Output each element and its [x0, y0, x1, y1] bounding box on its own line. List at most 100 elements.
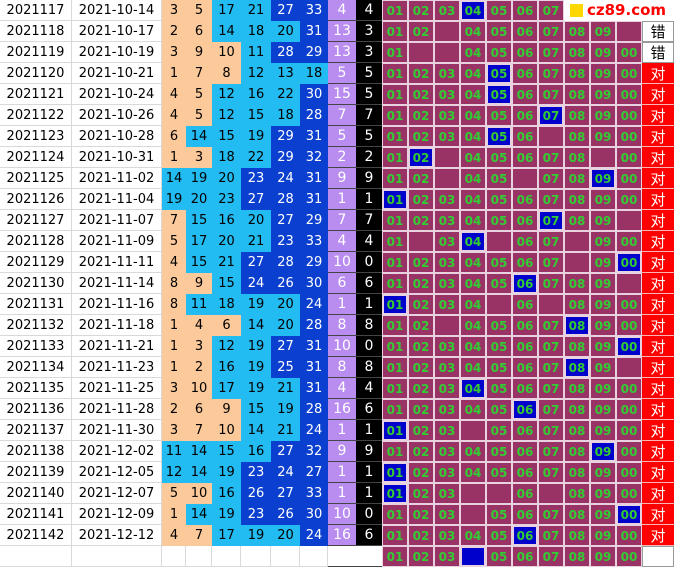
candidate-number-cell: 03	[434, 84, 460, 105]
draw-date-cell: 2021-12-09	[72, 504, 162, 525]
drawn-number-cell: 18	[271, 105, 300, 126]
issue-number-cell: 2021137	[0, 420, 72, 441]
candidate-number-cell	[434, 42, 460, 63]
sum-tail-cell: 1	[328, 294, 356, 315]
result-cell: 对	[642, 483, 674, 504]
candidate-number-cell: 09	[590, 231, 616, 252]
hit-number-cell: 02	[408, 147, 434, 168]
candidate-number-cell: 07	[538, 231, 564, 252]
draw-date-cell: 2021-11-25	[72, 378, 162, 399]
candidate-number-cell: 06	[512, 231, 538, 252]
result-cell: 对	[642, 273, 674, 294]
sum-tail-cell: 13	[328, 42, 356, 63]
candidate-number-cell: 00	[616, 105, 642, 126]
draw-date-cell: 2021-11-16	[72, 294, 162, 315]
candidate-number-cell	[486, 294, 512, 315]
hit-number-cell: 07	[538, 210, 564, 231]
drawn-number-cell	[212, 546, 241, 567]
candidate-number-cell: 03	[434, 378, 460, 399]
issue-number-cell: 2021123	[0, 126, 72, 147]
sum-tail-cell: 4	[328, 0, 356, 21]
drawn-number-cell: 12	[162, 462, 186, 483]
sum-tail-cell: 1	[328, 189, 356, 210]
tail-digit-cell	[356, 546, 382, 567]
table-row: 2021118 2021-10-17 2 6 14 18 20 31 13 3 01 02 04 05 06…	[0, 21, 674, 42]
tail-digit-cell: 1	[356, 462, 382, 483]
candidate-number-cell: 09	[590, 315, 616, 336]
candidate-number-cell: 02	[408, 378, 434, 399]
candidate-number-cell: 07	[538, 462, 564, 483]
issue-number-cell: 2021118	[0, 21, 72, 42]
candidate-number-cell: 00	[616, 294, 642, 315]
sum-tail-cell: 4	[328, 378, 356, 399]
drawn-number-cell: 3	[186, 336, 212, 357]
drawn-number-cell: 31	[300, 336, 328, 357]
sum-tail-cell: 10	[328, 504, 356, 525]
candidate-number-cell: 06	[512, 0, 538, 21]
candidate-number-cell: 08	[564, 546, 590, 567]
candidate-number-cell: 09	[590, 357, 616, 378]
candidate-number-cell	[486, 231, 512, 252]
candidate-number-cell: 00	[616, 525, 642, 546]
sum-tail-cell: 9	[328, 168, 356, 189]
candidate-number-cell: 05	[486, 0, 512, 21]
drawn-number-cell: 19	[241, 126, 271, 147]
drawn-number-cell: 27	[271, 0, 300, 21]
drawn-number-cell: 10	[186, 483, 212, 504]
tail-digit-cell: 4	[356, 231, 382, 252]
candidate-number-cell: 05	[486, 105, 512, 126]
tail-digit-cell: 0	[356, 336, 382, 357]
candidate-number-cell: 03	[434, 399, 460, 420]
table-row: 2021138 2021-12-02 11 14 15 16 27 32 9 9 01 02 03 04 0…	[0, 441, 674, 462]
table-row: 2021126 2021-11-04 19 20 23 27 28 31 1 1 01 02 03 04 0…	[0, 189, 674, 210]
drawn-number-cell: 19	[212, 504, 241, 525]
candidate-number-cell: 06	[512, 420, 538, 441]
candidate-number-cell: 08	[564, 189, 590, 210]
sum-tail-cell: 1	[328, 462, 356, 483]
candidate-number-cell: 04	[460, 210, 486, 231]
drawn-number-cell: 12	[212, 105, 241, 126]
candidate-number-cell: 02	[408, 252, 434, 273]
tail-digit-cell: 0	[356, 252, 382, 273]
drawn-number-cell: 2	[162, 21, 186, 42]
candidate-number-cell: 07	[538, 420, 564, 441]
candidate-number-cell: 04	[460, 441, 486, 462]
drawn-number-cell: 6	[212, 315, 241, 336]
candidate-number-cell: 09	[590, 189, 616, 210]
hit-number-cell: 00	[616, 504, 642, 525]
table-row: 2021130 2021-11-14 8 9 15 24 26 30 6 6 01 02 03 04 05 0…	[0, 273, 674, 294]
drawn-number-cell: 5	[186, 84, 212, 105]
table-row: 2021140 2021-12-07 5 10 16 26 27 33 1 1 01 02 03 06 08…	[0, 483, 674, 504]
drawn-number-cell: 5	[186, 105, 212, 126]
result-cell: 对	[642, 147, 674, 168]
candidate-number-cell: 04	[460, 126, 486, 147]
candidate-number-cell: 09	[590, 294, 616, 315]
issue-number-cell: 2021130	[0, 273, 72, 294]
candidate-number-cell: 05	[486, 336, 512, 357]
candidate-number-cell: 00	[616, 189, 642, 210]
table-row: 2021129 2021-11-11 4 15 21 27 28 29 10 0 01 02 03 04 0…	[0, 252, 674, 273]
candidate-number-cell: 05	[486, 546, 512, 567]
drawn-number-cell: 16	[241, 84, 271, 105]
candidate-number-cell: 06	[512, 504, 538, 525]
issue-number-cell: 2021129	[0, 252, 72, 273]
candidate-number-cell: 09	[590, 21, 616, 42]
sum-tail-cell	[328, 546, 356, 567]
sum-tail-cell: 16	[328, 525, 356, 546]
candidate-number-cell: 00	[616, 168, 642, 189]
drawn-number-cell: 1	[162, 357, 186, 378]
drawn-number-cell: 33	[300, 231, 328, 252]
table-row: 2021131 2021-11-16 8 11 18 19 20 24 1 1 01 02 03 04 06…	[0, 294, 674, 315]
candidate-number-cell: 01	[382, 42, 408, 63]
candidate-number-cell: 01	[382, 273, 408, 294]
candidate-number-cell	[486, 483, 512, 504]
candidate-number-cell: 04	[460, 63, 486, 84]
drawn-number-cell: 9	[186, 273, 212, 294]
drawn-number-cell: 5	[186, 0, 212, 21]
candidate-number-cell: 08	[564, 336, 590, 357]
candidate-number-cell: 08	[564, 42, 590, 63]
candidate-number-cell: 02	[408, 105, 434, 126]
sum-tail-cell: 9	[328, 441, 356, 462]
draw-date-cell: 2021-10-14	[72, 0, 162, 21]
drawn-number-cell: 15	[212, 273, 241, 294]
